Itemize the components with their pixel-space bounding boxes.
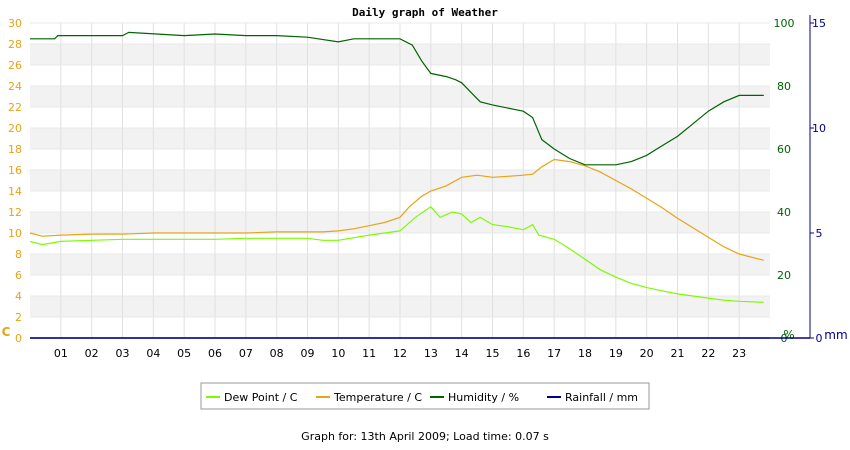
series-lines [29, 31, 770, 339]
x-tick-label: 12 [393, 347, 407, 360]
rainfall-tick-label: 15 [812, 17, 826, 30]
chart-title: Daily graph of Weather [352, 6, 498, 19]
series-line-2 [30, 31, 764, 166]
rainfall-axis-unit: mm [824, 328, 847, 342]
humidity-tick-label: 80 [777, 80, 791, 93]
humidity-tick-label: 100 [774, 17, 795, 30]
x-tick-label: 07 [239, 347, 253, 360]
left-tick-label: 0 [15, 332, 22, 345]
humidity-tick-label: 60 [777, 143, 791, 156]
right-axis-rainfall: 0 5 10 15 mm [809, 15, 848, 345]
x-tick-label: 04 [146, 347, 160, 360]
x-tick-label: 22 [701, 347, 715, 360]
x-axis-hours: 01 02 03 04 05 06 07 08 09 10 11 12 13 14 15 16 17 18 19 20… [30, 337, 810, 360]
x-tick-label: 18 [578, 347, 592, 360]
left-tick-label: 14 [8, 185, 22, 198]
x-tick-label: 01 [54, 347, 68, 360]
x-tick-label: 17 [547, 347, 561, 360]
x-tick-label: 05 [177, 347, 191, 360]
x-tick-label: 13 [424, 347, 438, 360]
rainfall-tick-label: 5 [816, 227, 823, 240]
legend: Dew Point / C Temperature / C Humidity / %… [200, 382, 650, 410]
legend-label: Temperature / C [333, 391, 422, 404]
left-tick-label: 12 [8, 206, 22, 219]
left-tick-label: 18 [8, 143, 22, 156]
left-axis-unit: C [2, 325, 11, 339]
x-tick-label: 02 [85, 347, 99, 360]
x-tick-label: 23 [732, 347, 746, 360]
humidity-axis-unit: % [783, 328, 794, 342]
humidity-tick-label: 20 [777, 269, 791, 282]
x-tick-label: 16 [516, 347, 530, 360]
left-tick-label: 26 [8, 59, 22, 72]
legend-label: Rainfall / mm [565, 391, 638, 404]
left-tick-label: 30 [8, 17, 22, 30]
legend-label: Dew Point / C [224, 391, 298, 404]
x-tick-label: 21 [671, 347, 685, 360]
left-tick-label: 10 [8, 227, 22, 240]
left-tick-label: 28 [8, 38, 22, 51]
rainfall-tick-label: 0 [816, 332, 823, 345]
series-line-1 [29, 158, 764, 261]
left-tick-label: 6 [15, 269, 22, 282]
grid-lines [30, 22, 770, 339]
footer-graph-info: Graph for: 13th April 2009; Load time: 0… [301, 430, 549, 443]
left-tick-label: 8 [15, 248, 22, 261]
legend-label: Humidity / % [448, 391, 519, 404]
rainfall-tick-label: 10 [812, 122, 826, 135]
left-tick-label: 22 [8, 101, 22, 114]
x-tick-label: 10 [331, 347, 345, 360]
x-tick-label: 14 [455, 347, 469, 360]
left-tick-label: 24 [8, 80, 22, 93]
left-tick-label: 16 [8, 164, 22, 177]
x-tick-label: 08 [270, 347, 284, 360]
x-tick-label: 09 [301, 347, 315, 360]
x-tick-label: 15 [486, 347, 500, 360]
legend-box [200, 382, 650, 410]
right-axis-humidity: 020406080100% [774, 17, 795, 345]
x-tick-label: 20 [640, 347, 654, 360]
x-tick-label: 06 [208, 347, 222, 360]
x-tick-label: 03 [116, 347, 130, 360]
x-tick-label: 19 [609, 347, 623, 360]
left-tick-label: 4 [15, 290, 22, 303]
left-tick-label: 2 [15, 311, 22, 324]
humidity-tick-label: 40 [777, 206, 791, 219]
x-tick-label: 11 [362, 347, 376, 360]
left-tick-label: 20 [8, 122, 22, 135]
series-line-0 [29, 206, 764, 303]
